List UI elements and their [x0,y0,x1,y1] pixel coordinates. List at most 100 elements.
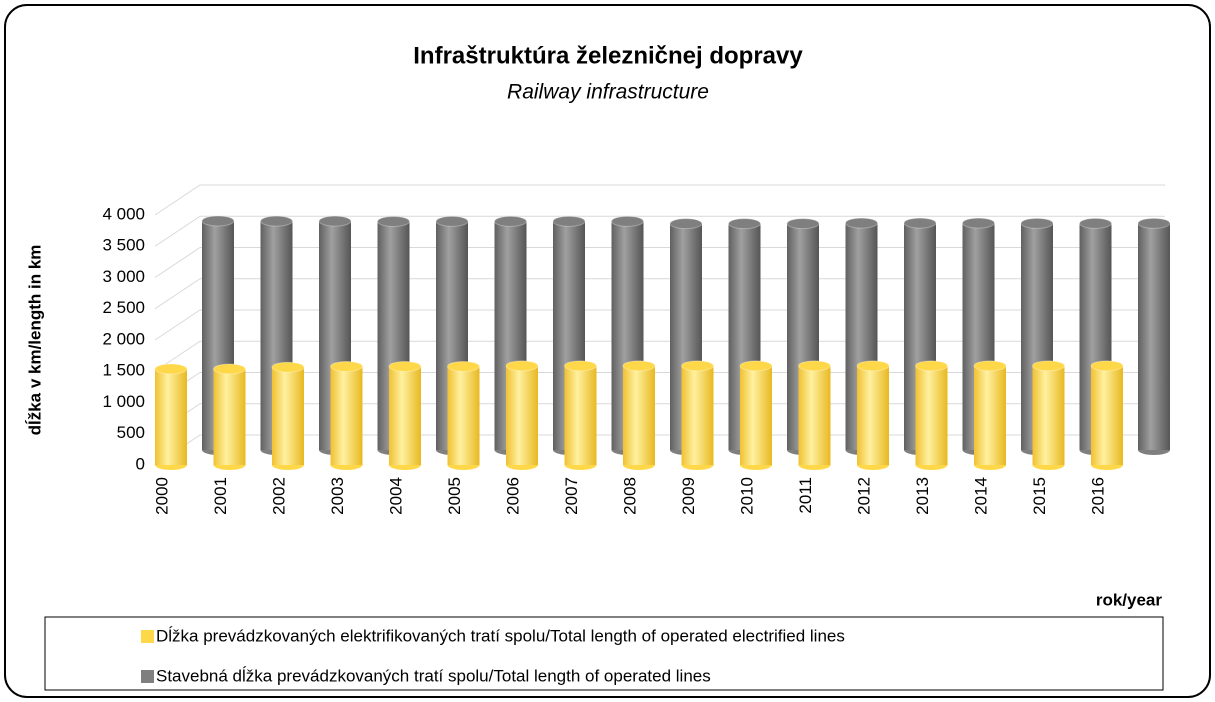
bar-body [155,369,187,465]
x-tick-label: 2016 [1088,477,1107,515]
x-tick-label: 2007 [562,477,581,515]
bar-top [973,360,1007,372]
bar-top [260,215,293,227]
legend-marker [141,670,154,683]
bar-top [845,217,878,229]
bar [856,360,890,470]
x-tick-label: 2015 [1030,477,1049,515]
bar [622,360,656,470]
grid-line [154,278,1165,310]
bar-top [330,360,363,372]
bar [973,360,1007,470]
bar-top [622,360,656,372]
y-axis-title: dĺžka v km/length in km [24,245,44,436]
bar-top [1020,217,1054,229]
bar [271,361,305,470]
bar-top [201,215,235,227]
y-tick-label: 0 [136,454,145,473]
chart-title: Infraštruktúra železničnej dopravy [413,42,803,69]
bar-top [377,215,410,227]
bar-top [1090,360,1124,372]
bar-body [681,365,714,465]
bar-body [272,367,304,465]
bar-body [857,365,889,465]
bar-top [611,215,644,227]
chart-subtitle: Railway infrastructure [507,81,709,104]
bar-top [213,363,246,375]
bar-top [435,215,469,227]
bar-body [1091,365,1123,465]
x-tick-label: 2013 [913,477,932,515]
grid-line [154,184,1165,216]
y-tick-label: 500 [117,423,145,442]
bar-top [962,217,995,229]
bar-top [739,360,773,372]
bar-top [1137,217,1171,229]
bar-body [915,365,948,465]
bar [154,363,188,470]
bar-body [623,365,655,465]
x-tick-label: 2004 [386,477,405,515]
x-tick-label: 2003 [328,477,347,515]
bar-top [552,215,586,227]
y-tick-label: 3 500 [102,236,145,255]
bar-top [494,215,527,227]
bar-body [1138,223,1170,450]
bar-top [681,360,714,372]
legend-label: Dĺžka prevádzkovaných elektrifikovaných … [156,626,845,645]
bar-top [318,215,352,227]
bar-top [447,360,480,372]
bar-top [903,217,937,229]
bar-body [506,365,538,465]
bar-top [728,218,761,230]
bar [1090,360,1124,470]
x-tick-label: 2001 [211,477,230,515]
x-tick-label: 2000 [152,477,171,515]
bar [213,363,246,470]
frame [4,4,1211,698]
x-tick-label: 2011 [796,477,815,514]
y-tick-label: 2 500 [102,298,145,317]
legend-marker [141,630,154,643]
bar-top [915,360,948,372]
bar [564,360,597,470]
bar-top [564,360,597,372]
bar-body [974,365,1006,465]
y-tick-label: 4 000 [102,204,145,223]
bar-top [1079,217,1112,229]
x-tick-label: 2009 [679,477,698,515]
bar-top [505,360,539,372]
bar-body [740,365,772,465]
bar-body [330,366,363,465]
x-tick-label: 2010 [737,477,756,515]
y-tick-label: 2 000 [102,329,145,348]
x-tick-label: 2006 [503,477,522,515]
grid-line [154,247,1165,278]
bar-top [669,218,703,230]
bar-top [1032,360,1065,372]
bar-body [389,366,421,465]
x-tick-label: 2002 [269,477,288,515]
bar [915,360,948,470]
x-tick-label: 2005 [445,477,464,515]
y-tick-label: 3 000 [102,267,145,286]
x-tick-label: 2014 [971,477,990,515]
bar [447,360,480,470]
bar [388,360,422,470]
bar-top [786,218,820,230]
bar-top [154,363,188,375]
bar [1032,360,1065,470]
grid-line [154,215,1165,247]
bar-body [447,366,480,465]
y-tick-label: 1 500 [102,361,145,380]
bar-top [388,360,422,372]
bar-body [1032,365,1065,465]
bar [1137,217,1171,455]
bar-body [564,365,597,465]
bar [739,360,773,470]
bar [798,360,831,470]
bar [505,360,539,470]
bar-body [798,365,831,465]
x-tick-label: 2008 [620,477,639,515]
